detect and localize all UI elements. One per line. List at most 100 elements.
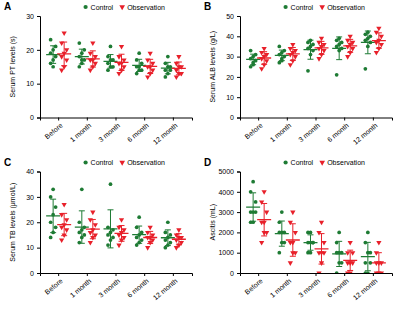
error-cap [136,243,142,244]
mean-line [172,68,186,69]
point [106,55,110,59]
error-cap [336,241,342,242]
legend-marker [283,160,287,164]
mean-line [86,58,100,59]
point [379,261,384,266]
y-tick-mark [237,192,240,193]
y-tick-mark [37,50,40,51]
x-tick-mark [58,118,59,121]
x-tick-label: 6 month [126,121,150,143]
marks [46,31,186,80]
error-cap [136,226,142,227]
y-tick-label: 0 [30,114,34,121]
point [111,236,115,240]
y-tick-label: 30 [226,53,234,60]
y-tick: 20 [26,219,40,226]
mean-line [143,66,157,67]
point [321,49,326,54]
point [290,43,295,48]
x-tick-mark [258,118,259,121]
point [335,271,339,273]
point [49,38,53,42]
point [249,49,253,53]
point [106,61,110,65]
error-cap [376,32,382,33]
point [88,69,93,74]
point [88,241,93,246]
x-tick-label: Before [43,121,63,140]
error-cap [176,244,182,245]
point [119,45,124,50]
legend: ControlObservation [83,4,165,11]
error-cap [307,59,313,60]
error-cap [90,50,96,51]
x-tick-label: Before [43,277,63,296]
point [259,67,264,72]
x-tick-label: 1 month [269,121,293,143]
point [376,241,381,246]
x-tick-mark [373,118,374,121]
point [168,68,172,72]
error-cap [307,40,313,41]
mean-line [57,224,71,225]
y-tick: 10 [26,244,40,251]
point [62,203,67,208]
x-tick-label: 12 month [152,121,179,145]
y-axis-title: Serum ALB levels (g/L) [209,31,217,103]
x-tick: 6 month [126,118,150,144]
x-tick-mark [144,273,145,276]
y-tick-mark [37,16,40,17]
y-tick-label: 10 [226,94,234,101]
y-tick: 0 [230,114,240,121]
point [374,251,379,256]
y-tick-mark [37,248,40,249]
x-tick-label: Before [243,121,263,140]
error-cap [365,31,371,32]
mean-line [372,262,386,263]
legend-marker [83,160,87,164]
y-tick: 40 [26,168,40,175]
x-tick-label: 1 month [69,121,93,143]
point [379,35,384,40]
point [82,48,86,52]
point [140,238,144,242]
x-tick-label: 1 month [69,277,93,299]
point [116,226,121,231]
point [137,51,141,55]
x-tick-label: 3 month [297,277,321,299]
panel-title: A [4,1,11,12]
legend-marker [319,5,325,10]
point [64,48,69,53]
point [174,62,179,67]
y-tick-mark [237,36,240,37]
point [277,45,281,49]
point [148,52,153,57]
y-tick-mark [37,84,40,85]
point [116,72,121,77]
point [77,41,81,45]
point [59,69,64,74]
point [93,62,98,67]
mean-line [303,242,317,243]
legend: ControlObservation [283,159,365,166]
x-tick-mark [173,273,174,276]
y-tick: 5000 [218,168,240,175]
error-cap [107,68,113,69]
point [82,233,86,237]
x-tick-label: 12 month [352,277,379,301]
point [176,228,181,233]
error-cap [61,42,67,43]
plot: 010002000300040005000Before1 month3 mont… [209,159,393,301]
error-cap [90,219,96,220]
y-tick-label: 5000 [218,168,234,175]
series [246,180,375,273]
point [64,228,69,233]
point [176,55,181,60]
x-tick: 1 month [69,118,93,144]
plot: 010203040Before1 month3 month6 month12 m… [9,159,193,301]
error-cap [119,225,125,226]
error-cap [365,53,371,54]
error-cap [250,64,256,65]
legend-marker [283,5,287,9]
point [106,68,110,72]
